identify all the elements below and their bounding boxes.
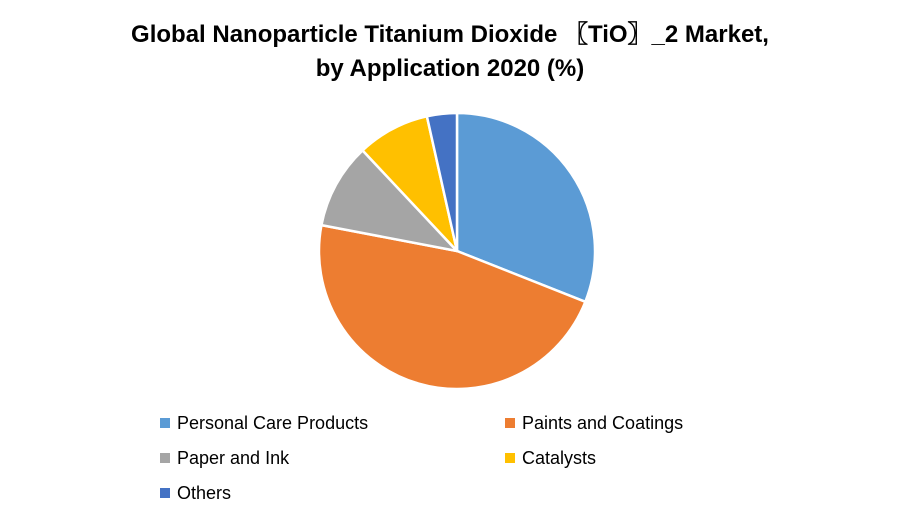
chart-title-line-1: Global Nanoparticle Titanium Dioxide 〖Ti… xyxy=(131,21,769,48)
legend-swatch-others xyxy=(160,488,170,498)
legend-swatch-catalysts xyxy=(505,453,515,463)
pie-slice-personal-care-products xyxy=(455,111,597,304)
legend-swatch-paints-and-coatings xyxy=(505,418,515,428)
legend-label-catalysts: Catalysts xyxy=(522,448,597,468)
legend-label-personal-care-products: Personal Care Products xyxy=(177,413,369,433)
legend-label-paints-and-coatings: Paints and Coatings xyxy=(522,413,684,433)
chart-title: Global Nanoparticle Titanium Dioxide 〖Ti… xyxy=(0,18,900,86)
pie-slice-paints-and-coatings xyxy=(317,223,587,391)
legend-label-others: Others xyxy=(177,483,232,503)
legend-swatch-personal-care-products xyxy=(160,418,170,428)
legend-item-paper-and-ink: Paper and Ink xyxy=(160,447,505,469)
legend-swatch-paper-and-ink xyxy=(160,453,170,463)
legend-item-others: Others xyxy=(160,482,505,504)
legend-item-catalysts: Catalysts xyxy=(505,447,780,469)
legend: Personal Care Products Paints and Coatin… xyxy=(160,412,780,504)
legend-label-paper-and-ink: Paper and Ink xyxy=(177,448,290,468)
legend-item-personal-care-products: Personal Care Products xyxy=(160,412,505,434)
chart-title-line-2: by Application 2020 (%) xyxy=(315,55,585,82)
legend-item-paints-and-coatings: Paints and Coatings xyxy=(505,412,780,434)
pie-slice-others xyxy=(425,111,459,253)
pie-slice-paper-and-ink xyxy=(320,149,459,253)
